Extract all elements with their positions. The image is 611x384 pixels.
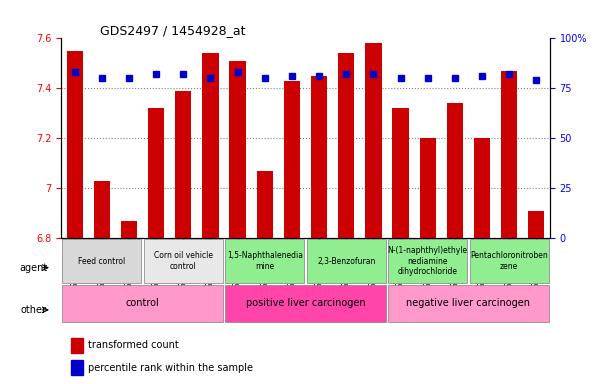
- FancyBboxPatch shape: [389, 239, 467, 283]
- Bar: [175, 91, 191, 238]
- FancyBboxPatch shape: [225, 239, 304, 283]
- FancyBboxPatch shape: [470, 239, 549, 283]
- Bar: [71, 338, 83, 353]
- Text: transformed count: transformed count: [88, 340, 179, 350]
- Text: positive liver carcinogen: positive liver carcinogen: [246, 298, 365, 308]
- Bar: [257, 171, 273, 238]
- Bar: [148, 108, 164, 238]
- Bar: [447, 103, 463, 238]
- FancyBboxPatch shape: [225, 285, 386, 322]
- Bar: [528, 211, 544, 238]
- Text: Corn oil vehicle
control: Corn oil vehicle control: [154, 252, 213, 271]
- Bar: [392, 108, 409, 238]
- Text: GDS2497 / 1454928_at: GDS2497 / 1454928_at: [100, 24, 246, 37]
- Text: negative liver carcinogen: negative liver carcinogen: [406, 298, 530, 308]
- Bar: [67, 51, 83, 238]
- Bar: [93, 181, 110, 238]
- Bar: [121, 221, 137, 238]
- FancyBboxPatch shape: [389, 285, 549, 322]
- FancyBboxPatch shape: [307, 239, 386, 283]
- Text: percentile rank within the sample: percentile rank within the sample: [88, 362, 253, 373]
- Text: Feed control: Feed control: [78, 257, 125, 266]
- Bar: [365, 43, 381, 238]
- Text: 2,3-Benzofuran: 2,3-Benzofuran: [317, 257, 375, 266]
- Text: agent: agent: [20, 263, 48, 273]
- Text: N-(1-naphthyl)ethyle
nediamine
dihydrochloride: N-(1-naphthyl)ethyle nediamine dihydroch…: [387, 246, 468, 276]
- Bar: [71, 360, 83, 375]
- FancyBboxPatch shape: [62, 239, 141, 283]
- Text: control: control: [126, 298, 159, 308]
- Bar: [202, 53, 219, 238]
- Bar: [230, 61, 246, 238]
- Bar: [338, 53, 354, 238]
- Bar: [420, 138, 436, 238]
- Text: 1,5-Naphthalenedia
mine: 1,5-Naphthalenedia mine: [227, 252, 303, 271]
- Bar: [311, 76, 327, 238]
- Bar: [284, 81, 300, 238]
- Bar: [474, 138, 490, 238]
- Text: Pentachloronitroben
zene: Pentachloronitroben zene: [470, 252, 548, 271]
- FancyBboxPatch shape: [62, 285, 222, 322]
- Bar: [501, 71, 518, 238]
- Text: other: other: [21, 305, 46, 315]
- FancyBboxPatch shape: [144, 239, 222, 283]
